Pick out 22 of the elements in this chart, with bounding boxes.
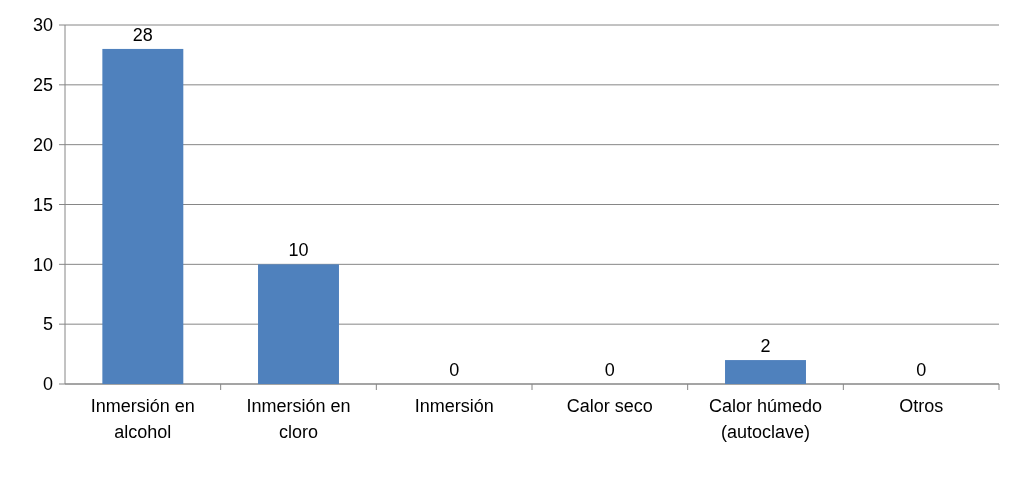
x-tick-label: Calor húmedo (autoclave): [708, 396, 823, 442]
data-label: 0: [449, 360, 460, 380]
y-tick-label: 15: [32, 194, 53, 215]
bar: [102, 48, 184, 384]
data-label: 10: [288, 240, 309, 261]
x-tick-label: Otros: [899, 396, 944, 416]
y-tick-label: 20: [32, 134, 53, 155]
x-tick-label: Calor seco: [566, 396, 653, 416]
data-label: 0: [604, 360, 615, 380]
y-tick-label: 30: [32, 15, 53, 36]
bar: [258, 264, 339, 384]
y-tick-label: 0: [42, 374, 53, 395]
data-label: 0: [916, 360, 927, 380]
x-tick-label: Inmersión en alcohol: [90, 396, 195, 442]
data-label: 28: [132, 24, 153, 45]
y-tick-label: 5: [42, 314, 53, 335]
data-label: 2: [760, 336, 771, 357]
x-tick-label: Inmersión: [414, 396, 494, 416]
x-tick-label: Inmersión en cloro: [246, 396, 351, 442]
y-tick-label: 25: [32, 75, 53, 96]
bar: [725, 360, 806, 384]
y-tick-label: 10: [32, 254, 53, 275]
